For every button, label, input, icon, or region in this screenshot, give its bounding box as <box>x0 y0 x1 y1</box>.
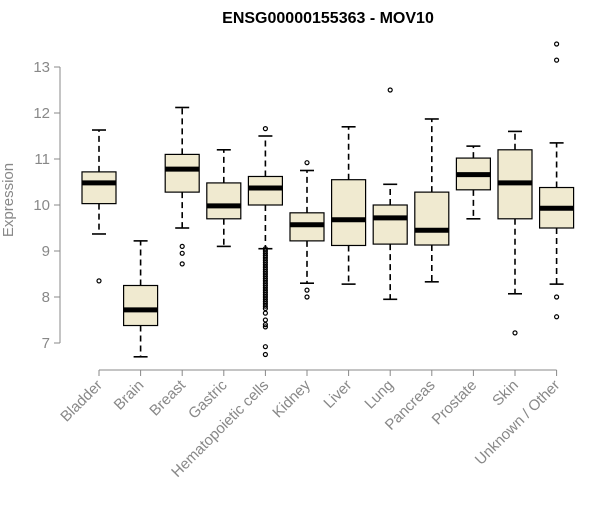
box-iqr <box>206 182 242 220</box>
outlier-point <box>179 261 185 267</box>
box-group <box>81 129 117 284</box>
outlier-point <box>262 299 268 305</box>
outlier-point <box>262 259 268 266</box>
box-group <box>414 118 450 283</box>
y-tick-label: 10 <box>33 197 50 214</box>
box-group <box>497 130 533 336</box>
y-axis-label: Expression <box>0 163 17 237</box>
outlier-point <box>304 287 310 293</box>
outlier-point <box>262 324 268 330</box>
outlier-point <box>179 250 185 256</box>
outlier-point <box>262 255 268 261</box>
y-tick-label: 9 <box>42 243 50 260</box>
box-iqr <box>81 171 117 205</box>
outlier-point <box>262 273 268 279</box>
outlier-point <box>553 294 560 300</box>
outlier-point <box>553 41 560 47</box>
box-iqr <box>122 284 159 327</box>
outlier-point <box>262 344 268 350</box>
outlier-point <box>262 322 268 328</box>
outlier-point <box>262 266 268 272</box>
outlier-point <box>387 87 393 93</box>
outlier-point <box>262 271 268 277</box>
y-axis: 7 8 9 10 11 12 13 <box>33 59 61 352</box>
outlier-point <box>262 282 268 289</box>
box-iqr <box>372 204 408 245</box>
x-tick-label: Skin <box>489 377 522 410</box>
chart-title: ENSG00000155363 - MOV10 <box>222 10 434 27</box>
box-iqr <box>164 153 200 193</box>
outlier-point <box>304 294 310 300</box>
outlier-point <box>262 289 268 295</box>
outlier-point <box>262 248 268 254</box>
x-tick-label: Lung <box>361 377 397 413</box>
outlier-point <box>262 303 268 309</box>
y-tick-label: 12 <box>33 105 50 122</box>
box-group <box>455 145 491 220</box>
x-tick-label: Brain <box>111 377 148 414</box>
x-tick-label: Breast <box>146 376 189 419</box>
y-tick-label: 11 <box>34 151 50 168</box>
outlier-point <box>553 314 560 320</box>
y-tick-label: 13 <box>33 59 50 76</box>
outlier-point <box>179 243 185 249</box>
outlier-point <box>262 278 268 284</box>
box-group <box>122 240 159 358</box>
outlier-point <box>512 330 518 336</box>
outlier-point <box>262 264 268 270</box>
x-tick-label: Prostate <box>429 377 481 429</box>
x-tick-label: Bladder <box>57 377 106 426</box>
x-tick-label: Liver <box>320 377 355 412</box>
box-group <box>289 160 325 300</box>
box-group <box>538 41 575 320</box>
box-iqr <box>331 179 367 247</box>
outlier-point <box>262 317 268 323</box>
outlier-point <box>304 160 310 166</box>
outlier-point <box>262 296 268 302</box>
outlier-point <box>262 126 268 132</box>
outlier-point <box>262 305 268 312</box>
outlier-point <box>262 287 268 293</box>
outlier-point <box>262 253 268 259</box>
box-group <box>164 106 200 267</box>
x-tick-label: Kidney <box>269 376 314 421</box>
box-group <box>331 126 367 285</box>
outlier-point <box>262 262 268 268</box>
y-tick-label: 8 <box>42 289 50 306</box>
box-iqr <box>247 175 283 206</box>
outlier-point <box>262 276 268 282</box>
box-group <box>247 126 283 358</box>
outlier-point <box>262 285 268 291</box>
box-group <box>206 149 242 248</box>
outlier-point <box>262 310 268 316</box>
outlier-point <box>262 294 268 300</box>
box-group <box>372 87 408 301</box>
outlier-point <box>553 57 560 63</box>
outlier-point <box>96 278 102 284</box>
box-iqr <box>414 191 450 246</box>
plot-area <box>81 41 575 358</box>
outlier-point <box>262 246 268 252</box>
outlier-point <box>262 351 268 358</box>
y-tick-label: 7 <box>42 335 50 352</box>
outlier-point <box>262 301 268 307</box>
